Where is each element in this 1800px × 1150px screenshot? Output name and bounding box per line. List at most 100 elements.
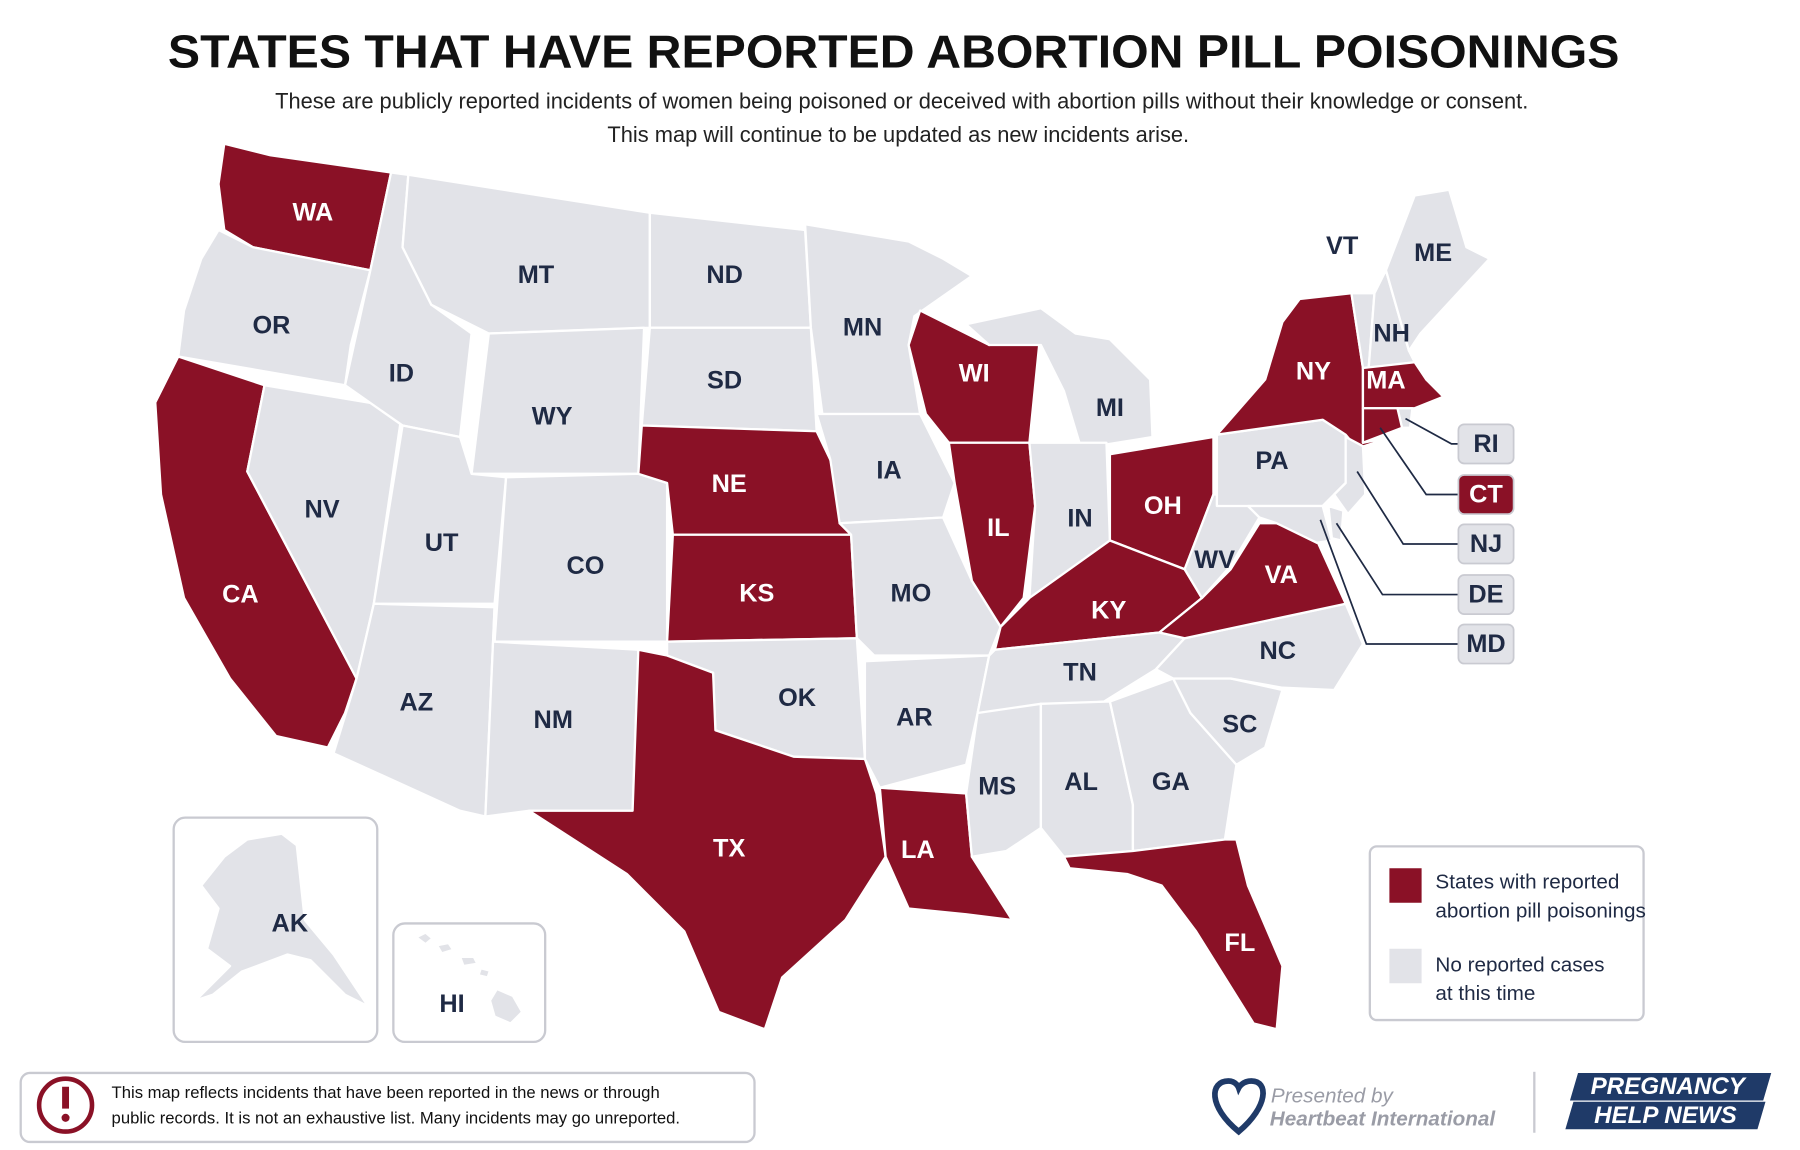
state-label: KY [1091,597,1126,625]
inset-frame [392,922,547,1044]
state-label: PA [1255,447,1288,475]
state-label: TX [713,835,745,863]
state-shape [964,307,1154,450]
state-label: VT [1326,232,1359,260]
state-label: CA [222,581,259,609]
leader-line [1405,417,1459,445]
state-label: OR [252,311,290,339]
state-label: NE [712,470,747,498]
subtitle: This map will continue to be updated as … [607,122,1189,147]
legend-label: No reported cases [1435,953,1604,976]
state-shape [1327,504,1345,542]
inset-frame [172,816,379,1044]
state-label: IA [876,456,901,484]
legend-frame [1368,845,1645,1022]
state-label: AL [1064,768,1098,796]
note-frame [19,1071,756,1144]
state-label: MT [518,261,555,289]
legend-label: abortion pill poisonings [1435,899,1645,922]
logo-text: HELP NEWS [1594,1102,1737,1129]
state-label: WA [292,199,333,227]
callout-box [1457,474,1515,515]
state-label: WY [532,402,573,430]
state-label: OK [778,684,817,712]
state-label: ID [389,360,414,388]
state-label: CO [566,552,604,580]
leader-line [1319,519,1459,645]
state-label: MN [843,314,882,342]
legend-swatch [1389,948,1422,984]
state-shape [1361,407,1404,444]
state-label: MS [978,773,1016,801]
credit-text: Presented by [1271,1084,1395,1107]
state-label: IL [987,514,1009,542]
leader-line [1379,427,1459,496]
state-label: SC [1222,711,1257,739]
callout-box [1457,574,1515,615]
state-label: NV [304,495,339,523]
state-label: GA [1152,768,1190,796]
callout-box [1457,623,1515,665]
note-text: public records. It is not an exhaustive … [112,1108,680,1127]
state-label: NY [1296,357,1331,385]
states [154,142,1491,1031]
state-label: AK [272,909,309,937]
state-label: NC [1260,637,1297,665]
state-label: AR [896,704,933,732]
state-label: MD [1466,630,1505,658]
state-label: RI [1473,430,1498,458]
callout-box [1457,423,1515,465]
state-label: NM [534,706,573,734]
state-label: WV [1194,546,1235,574]
state-shape [1367,269,1416,370]
state-label: VA [1265,561,1298,589]
state-shape [470,326,646,475]
state-label: ME [1414,239,1452,267]
legend-label: at this time [1435,982,1535,1005]
alert-icon [62,1086,70,1109]
state-shape [527,648,887,1031]
state-label: NJ [1470,530,1502,558]
logo-text: PREGNANCY [1591,1073,1747,1100]
state-label: UT [425,529,459,557]
state-label: NH [1373,320,1410,348]
state-label: MI [1096,394,1124,422]
state-label: MO [891,579,932,607]
note-text: This map reflects incidents that have be… [112,1083,660,1102]
state-label: OH [1144,492,1182,520]
legend-label: States with reported [1435,871,1619,894]
state-shape [415,931,524,1025]
state-label: IN [1067,505,1092,533]
legend-swatch [1389,868,1422,903]
alert-icon [36,1076,95,1134]
state-label: LA [901,836,935,864]
logo-banner [1565,1072,1772,1130]
state-shape [1384,188,1491,352]
state-labels: WA OR CA NV ID MT WY UT CO AZ NM ND SD NE KS OK TX MN IA MO… [222,199,1515,1018]
state-shape [401,173,651,335]
subtitle: These are publicly reported incidents of… [275,89,1528,114]
heart-icon [1212,1078,1266,1136]
leader-line [1335,522,1459,596]
state-label: ND [706,261,743,289]
state-shape [803,223,974,416]
credit-text: Heartbeat International [1270,1107,1497,1130]
callout-box [1457,523,1515,565]
state-shape [1062,838,1284,1031]
state-shape [1246,504,1334,544]
title: STATES THAT HAVE REPORTED ABORTION PILL … [168,26,1620,78]
state-label: AZ [399,689,433,717]
state-shape [1333,435,1367,516]
state-shape [194,832,370,1008]
state-label: KS [739,579,774,607]
state-label: HI [439,990,464,1018]
leader-line [1356,471,1459,545]
state-label: DE [1468,581,1503,609]
state-label: SD [707,367,742,395]
state-label: TN [1063,659,1097,687]
state-label: WI [959,360,990,388]
state-shape [493,472,669,643]
